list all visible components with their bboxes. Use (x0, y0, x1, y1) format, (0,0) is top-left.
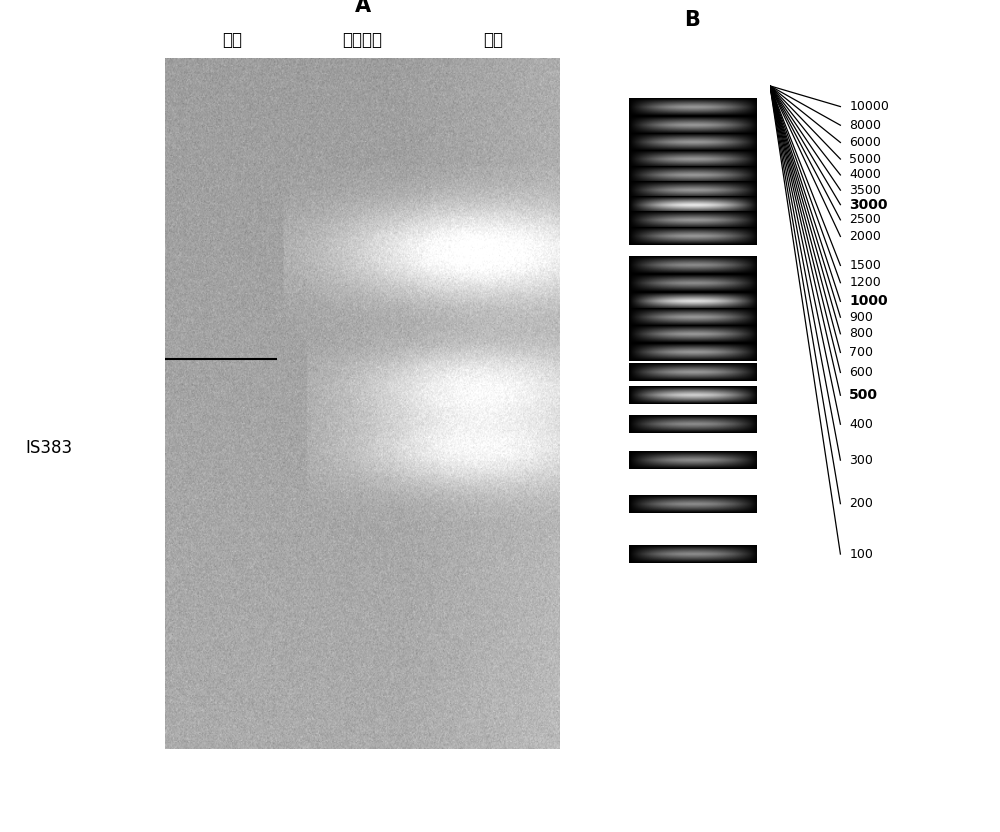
Text: A: A (354, 0, 371, 16)
Text: 700: 700 (849, 346, 873, 359)
Text: 10000: 10000 (849, 100, 889, 113)
Text: 500: 500 (849, 389, 878, 402)
Text: 1500: 1500 (849, 259, 881, 272)
Text: 5000: 5000 (849, 152, 881, 166)
Text: 600: 600 (849, 366, 873, 379)
Text: 300: 300 (849, 453, 873, 467)
Text: B: B (685, 10, 700, 30)
Text: 3500: 3500 (849, 184, 881, 196)
Text: 6000: 6000 (849, 136, 881, 149)
Text: 3000: 3000 (849, 198, 888, 211)
Text: IS383: IS383 (25, 439, 72, 458)
Text: 2500: 2500 (849, 213, 881, 226)
Text: 4000: 4000 (849, 168, 881, 181)
Text: 8000: 8000 (849, 119, 881, 131)
Text: 1200: 1200 (849, 276, 881, 290)
Text: 样品: 样品 (222, 31, 242, 48)
Text: 阴性对照: 阴性对照 (342, 31, 382, 48)
Text: 200: 200 (849, 498, 873, 510)
Text: 2000: 2000 (849, 230, 881, 243)
Text: 1000: 1000 (849, 295, 888, 309)
Text: 标准: 标准 (483, 31, 503, 48)
Text: 400: 400 (849, 418, 873, 431)
Text: 900: 900 (849, 310, 873, 324)
Text: 100: 100 (849, 547, 873, 561)
Text: 800: 800 (849, 327, 873, 340)
